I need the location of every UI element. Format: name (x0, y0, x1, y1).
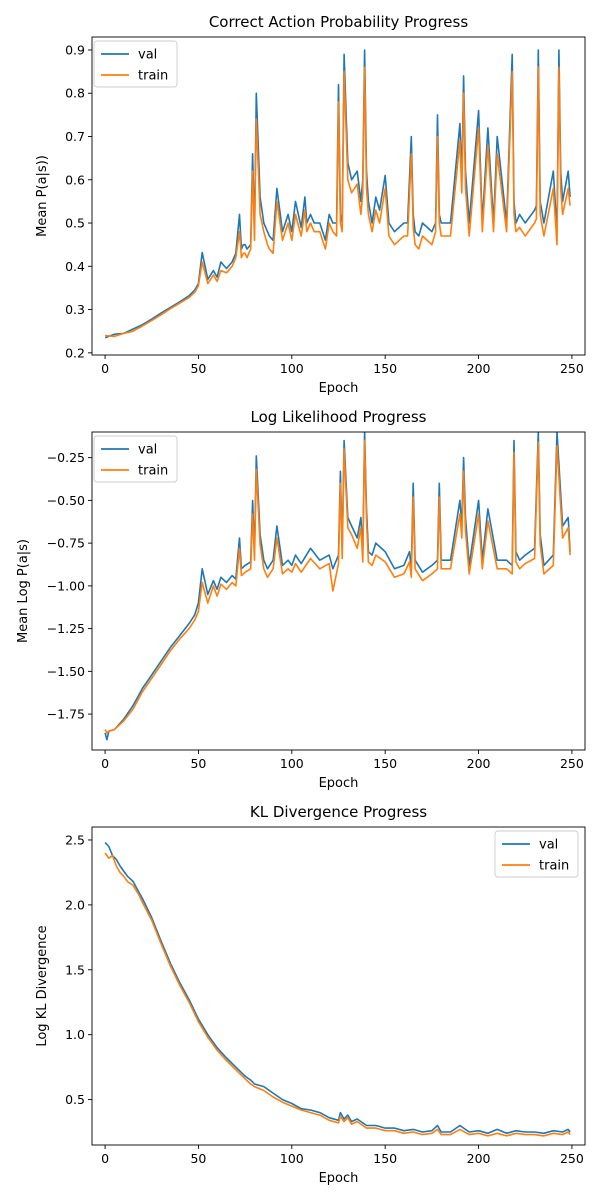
y-tick-label: 1.0 (65, 1027, 85, 1042)
legend-label-val: val (539, 838, 558, 853)
y-tick-label: 0.9 (65, 42, 85, 57)
x-tick-label: 50 (190, 361, 206, 376)
legend-label-train: train (138, 464, 168, 479)
y-tick-label: −1.25 (47, 621, 85, 636)
y-tick-label: −0.50 (47, 493, 85, 508)
legend: val train (93, 40, 178, 88)
x-tick-label: 0 (101, 361, 109, 376)
y-tick-label: 0.2 (65, 345, 85, 360)
axes-frame (91, 36, 586, 356)
y-tick-label: 0.3 (65, 302, 85, 317)
x-tick-label: 250 (560, 756, 584, 771)
series-line-val (104, 49, 571, 339)
x-tick-label: 150 (373, 756, 397, 771)
series-line-val (104, 842, 571, 1135)
x-tick-label: 250 (560, 1151, 584, 1166)
chart-kl: KL Divergence Progress 0 50 100 150 200 250 0.5… (35, 803, 586, 1186)
y-axis-label: Log KL Divergence (35, 925, 50, 1046)
series-line-train (105, 66, 571, 338)
chart-loglik: Log Likelihood Progress 0 50 100 150 200 250 −1… (16, 408, 586, 791)
axes-frame (91, 826, 586, 1146)
x-tick-label: 150 (373, 1151, 397, 1166)
y-tick-label: 2.0 (65, 897, 85, 912)
x-tick-label: 200 (467, 361, 491, 376)
x-tick-label: 50 (190, 1151, 206, 1166)
legend-label-val: val (138, 443, 157, 458)
legend: val train (93, 435, 178, 483)
y-tick-label: −0.25 (47, 450, 85, 465)
series-line-train (104, 439, 571, 734)
y-tick-label: 0.5 (65, 216, 85, 231)
y-tick-label: 2.5 (65, 832, 85, 847)
y-axis-label: Mean P(a|s)) (35, 155, 50, 237)
y-tick-label: 0.5 (65, 1092, 85, 1107)
y-tick-label: −1.00 (47, 578, 85, 593)
legend-label-train: train (539, 859, 569, 874)
x-axis-label: Epoch (319, 1171, 359, 1186)
y-tick-label: 1.5 (65, 962, 85, 977)
y-axis-label: Mean Log P(a|s) (16, 539, 31, 643)
x-tick-label: 200 (467, 756, 491, 771)
x-tick-label: 100 (280, 361, 304, 376)
axes-frame (91, 431, 586, 751)
x-tick-label: 200 (467, 1151, 491, 1166)
y-tick-label: −1.50 (47, 664, 85, 679)
legend-label-train: train (138, 69, 168, 84)
chart-title: KL Divergence Progress (250, 803, 427, 821)
series-line-train (104, 852, 571, 1137)
x-tick-label: 100 (280, 1151, 304, 1166)
x-axis-label: Epoch (319, 776, 359, 791)
chart-prob: Correct Action Probability Progress 0 50 10… (35, 13, 586, 396)
y-tick-label: −1.75 (47, 707, 85, 722)
y-tick-label: 0.4 (65, 259, 85, 274)
x-tick-label: 100 (280, 756, 304, 771)
x-axis-label: Epoch (319, 381, 359, 396)
legend-label-val: val (138, 48, 157, 63)
x-tick-label: 150 (373, 361, 397, 376)
x-tick-label: 50 (190, 756, 206, 771)
x-tick-label: 0 (101, 1151, 109, 1166)
y-tick-label: −0.75 (47, 536, 85, 551)
y-tick-label: 0.8 (65, 86, 85, 101)
x-tick-label: 0 (101, 756, 109, 771)
chart-title: Correct Action Probability Progress (209, 13, 469, 31)
x-tick-label: 250 (560, 361, 584, 376)
legend: val train (494, 830, 579, 878)
y-tick-label: 0.6 (65, 172, 85, 187)
chart-title: Log Likelihood Progress (251, 408, 427, 426)
y-tick-label: 0.7 (65, 129, 85, 144)
